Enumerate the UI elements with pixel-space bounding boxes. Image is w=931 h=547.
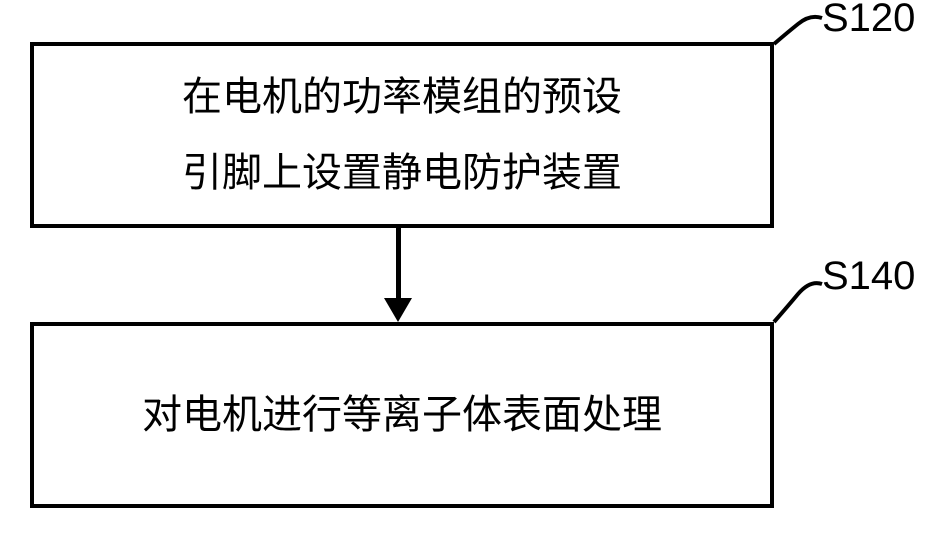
flowchart-edge [396, 228, 401, 302]
node-s120-line2: 引脚上设置静电防护装置 [182, 135, 622, 211]
step-label-s120: S120 [822, 0, 915, 41]
node-s140-line1: 对电机进行等离子体表面处理 [142, 377, 662, 453]
flowchart-arrowhead [384, 298, 412, 322]
flowchart-node-s140: 对电机进行等离子体表面处理 [30, 322, 774, 508]
label-connector-s120 [770, 10, 830, 55]
node-s120-line1: 在电机的功率模组的预设 [182, 59, 622, 135]
flowchart-node-s120: 在电机的功率模组的预设 引脚上设置静电防护装置 [30, 42, 774, 228]
step-label-s140: S140 [822, 254, 915, 299]
label-connector-s140 [770, 270, 830, 330]
